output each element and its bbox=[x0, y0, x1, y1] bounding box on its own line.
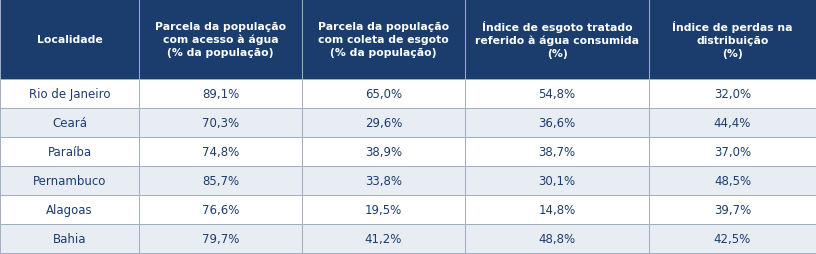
Bar bbox=[649, 137, 816, 166]
Bar bbox=[465, 224, 649, 253]
Text: Localidade: Localidade bbox=[37, 35, 102, 45]
Bar bbox=[302, 195, 465, 224]
Bar bbox=[0, 0, 139, 80]
Bar bbox=[465, 80, 649, 108]
Bar bbox=[302, 166, 465, 195]
Bar bbox=[465, 137, 649, 166]
Text: 74,8%: 74,8% bbox=[202, 146, 239, 158]
Text: 30,1%: 30,1% bbox=[539, 174, 575, 187]
Text: Parcela da população
com coleta de esgoto
(% da população): Parcela da população com coleta de esgot… bbox=[318, 22, 449, 58]
Bar bbox=[0, 195, 139, 224]
Bar bbox=[649, 108, 816, 137]
Text: 44,4%: 44,4% bbox=[714, 117, 752, 130]
Text: Ceará: Ceará bbox=[52, 117, 87, 130]
Bar bbox=[302, 0, 465, 80]
Text: 42,5%: 42,5% bbox=[714, 232, 751, 245]
Bar bbox=[649, 166, 816, 195]
Bar bbox=[302, 137, 465, 166]
Bar bbox=[0, 80, 139, 108]
Text: Alagoas: Alagoas bbox=[47, 203, 93, 216]
Bar bbox=[139, 195, 302, 224]
Bar bbox=[465, 195, 649, 224]
Bar bbox=[139, 166, 302, 195]
Text: Parcela da população
com acesso à água
(% da população): Parcela da população com acesso à água (… bbox=[155, 22, 286, 58]
Text: 19,5%: 19,5% bbox=[365, 203, 402, 216]
Text: 79,7%: 79,7% bbox=[202, 232, 239, 245]
Bar bbox=[302, 108, 465, 137]
Text: Paraíba: Paraíba bbox=[47, 146, 91, 158]
Bar bbox=[465, 166, 649, 195]
Bar bbox=[139, 0, 302, 80]
Text: 32,0%: 32,0% bbox=[714, 88, 751, 101]
Bar bbox=[139, 224, 302, 253]
Text: 54,8%: 54,8% bbox=[539, 88, 575, 101]
Text: 48,5%: 48,5% bbox=[714, 174, 751, 187]
Text: 36,6%: 36,6% bbox=[539, 117, 575, 130]
Text: 38,9%: 38,9% bbox=[365, 146, 402, 158]
Bar bbox=[465, 0, 649, 80]
Bar bbox=[649, 0, 816, 80]
Text: 14,8%: 14,8% bbox=[539, 203, 575, 216]
Text: Índice de esgoto tratado
referido à água consumida
(%): Índice de esgoto tratado referido à água… bbox=[475, 21, 639, 59]
Text: 39,7%: 39,7% bbox=[714, 203, 751, 216]
Text: 89,1%: 89,1% bbox=[202, 88, 239, 101]
Bar bbox=[465, 108, 649, 137]
Bar bbox=[0, 166, 139, 195]
Text: 33,8%: 33,8% bbox=[365, 174, 402, 187]
Bar bbox=[649, 80, 816, 108]
Bar bbox=[139, 80, 302, 108]
Text: 76,6%: 76,6% bbox=[202, 203, 239, 216]
Bar bbox=[0, 224, 139, 253]
Text: 65,0%: 65,0% bbox=[365, 88, 402, 101]
Text: 38,7%: 38,7% bbox=[539, 146, 575, 158]
Bar bbox=[649, 224, 816, 253]
Text: 70,3%: 70,3% bbox=[202, 117, 239, 130]
Text: Índice de perdas na
distribuição
(%): Índice de perdas na distribuição (%) bbox=[672, 21, 793, 59]
Bar bbox=[302, 80, 465, 108]
Text: 48,8%: 48,8% bbox=[539, 232, 575, 245]
Text: 41,2%: 41,2% bbox=[365, 232, 402, 245]
Text: 37,0%: 37,0% bbox=[714, 146, 751, 158]
Bar bbox=[0, 137, 139, 166]
Bar bbox=[0, 108, 139, 137]
Text: 29,6%: 29,6% bbox=[365, 117, 402, 130]
Bar bbox=[302, 224, 465, 253]
Text: Rio de Janeiro: Rio de Janeiro bbox=[29, 88, 110, 101]
Bar bbox=[139, 137, 302, 166]
Text: Pernambuco: Pernambuco bbox=[33, 174, 106, 187]
Bar bbox=[139, 108, 302, 137]
Bar bbox=[649, 195, 816, 224]
Text: Bahia: Bahia bbox=[53, 232, 86, 245]
Text: 85,7%: 85,7% bbox=[202, 174, 239, 187]
